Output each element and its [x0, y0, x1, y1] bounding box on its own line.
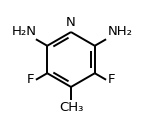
Text: F: F: [27, 73, 35, 86]
Text: CH₃: CH₃: [59, 101, 83, 114]
Text: F: F: [107, 73, 115, 86]
Text: H₂N: H₂N: [12, 25, 37, 38]
Text: NH₂: NH₂: [107, 25, 132, 38]
Text: N: N: [66, 16, 76, 29]
